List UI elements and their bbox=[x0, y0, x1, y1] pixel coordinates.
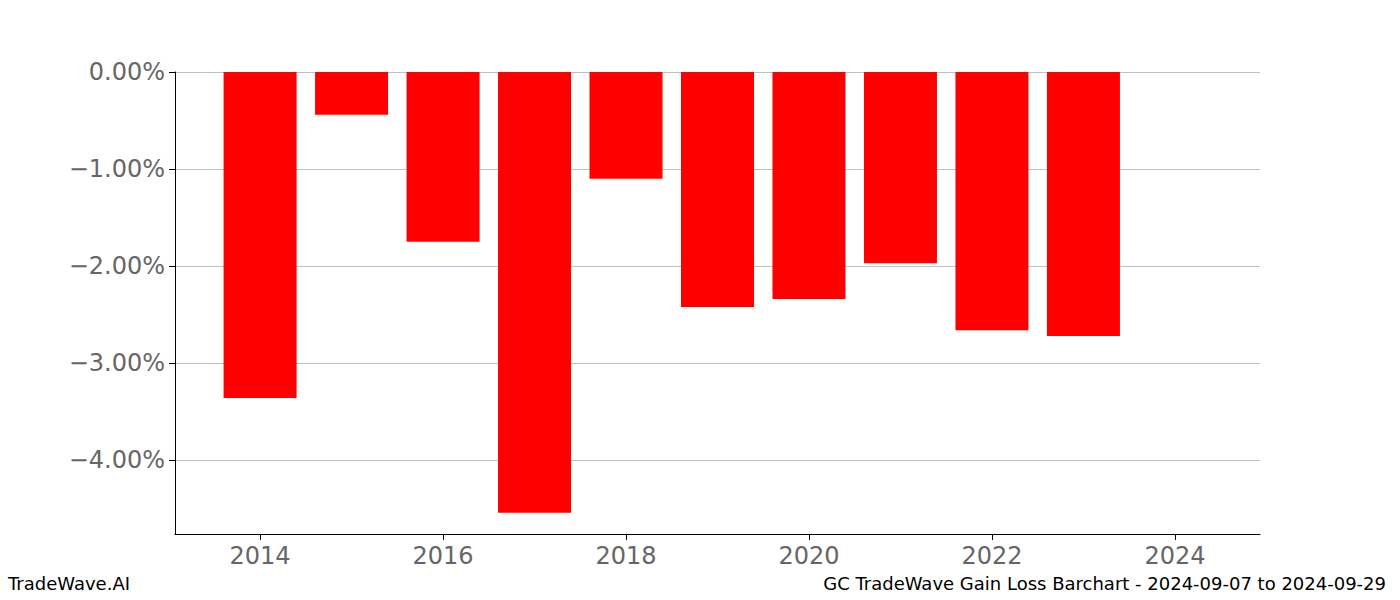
svg-text:−2.00%: −2.00% bbox=[69, 252, 165, 280]
svg-text:GC TradeWave Gain Loss Barchar: GC TradeWave Gain Loss Barchart - 2024-0… bbox=[823, 573, 1386, 594]
svg-text:2014: 2014 bbox=[230, 542, 291, 570]
svg-text:2024: 2024 bbox=[1144, 542, 1205, 570]
svg-text:TradeWave.AI: TradeWave.AI bbox=[7, 573, 130, 594]
svg-text:2022: 2022 bbox=[961, 542, 1022, 570]
svg-text:2018: 2018 bbox=[595, 542, 656, 570]
svg-text:0.00%: 0.00% bbox=[89, 58, 165, 86]
svg-text:−4.00%: −4.00% bbox=[69, 446, 165, 474]
svg-text:2016: 2016 bbox=[413, 542, 474, 570]
svg-text:2020: 2020 bbox=[778, 542, 839, 570]
svg-text:−1.00%: −1.00% bbox=[69, 155, 165, 183]
svg-text:−3.00%: −3.00% bbox=[69, 349, 165, 377]
